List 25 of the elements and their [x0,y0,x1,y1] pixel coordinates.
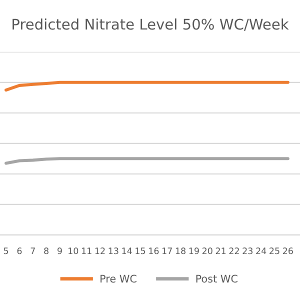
x-tick-label: 8 [44,248,48,254]
x-tick-label: 13 [108,248,118,254]
x-tick-label: 14 [122,248,132,254]
x-tick-label: 24 [256,248,266,254]
legend-label: Post WC [196,274,238,283]
x-tick-label: 22 [229,248,239,254]
x-tick-label: 7 [30,248,35,254]
x-tick-label: 18 [176,248,186,254]
x-tick-label: 23 [242,248,253,254]
x-tick-label: 21 [216,248,226,254]
x-tick-label: 9 [58,248,62,254]
x-tick-label: 11 [82,248,92,254]
chart-title: Predicted Nitrate Level 50% WC/Week [12,18,289,31]
x-tick-label: 16 [149,248,159,254]
x-tick-label: 12 [95,248,105,254]
x-tick-label: 15 [136,248,146,254]
x-tick-label: 10 [68,248,78,254]
x-tick-label: 19 [189,248,199,254]
x-tick-label: 25 [270,248,280,254]
x-tick-label: 26 [282,248,293,254]
x-tick-label: 5 [4,248,8,254]
legend-label: Pre WC [100,274,136,283]
x-tick-label: 6 [17,248,22,254]
x-tick-label: 17 [162,248,172,254]
x-tick-label: 20 [202,248,212,254]
